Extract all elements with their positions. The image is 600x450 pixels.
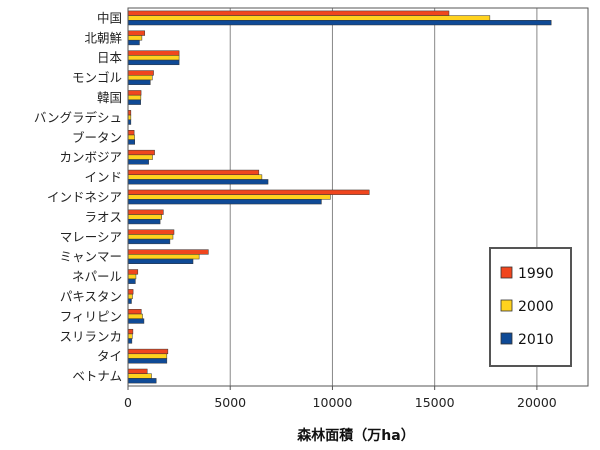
bar-2000 [127,313,143,319]
category-label: スリランカ [59,329,122,344]
bar-2010 [127,218,161,225]
bar-2000 [127,75,153,81]
bar-2010 [127,199,322,205]
category-label: ラオス [84,209,122,224]
bar-2000 [127,293,133,300]
category-label: カンボジア [59,150,122,165]
bar-2010 [127,39,140,46]
bar-1990 [127,368,148,374]
legend-label-2010: 2010 [518,332,554,348]
bars [127,10,552,384]
bar-2000 [127,234,174,240]
bar-1990 [127,269,139,275]
bar-2010 [127,79,151,85]
bar-1990 [127,209,164,215]
bar-2000 [127,134,135,140]
category-label: 中国 [97,10,122,25]
category-label: ネパール [72,269,122,284]
legend-swatch-2000 [500,299,513,312]
category-label: ミャンマー [59,249,122,264]
x-tick-label: 10000 [313,395,353,410]
bar-2000 [127,353,168,359]
legend-label-2000: 2000 [518,299,554,315]
bar-1990 [127,30,146,36]
bar-1990 [127,309,142,315]
bar-1990 [127,169,260,176]
bar-2010 [127,238,171,245]
bar-1990 [127,348,169,355]
bar-2010 [127,378,157,384]
category-label: パキスタン [60,289,122,304]
category-label: モンゴル [72,70,122,85]
bar-2010 [127,338,133,344]
bar-2010 [127,159,149,165]
category-label: 北朝鮮 [84,30,122,45]
category-labels: 中国北朝鮮日本モンゴル韓国バングラデシュブータンカンボジアインドインドネシアラオ… [34,10,123,383]
legend: 1990 2000 2010 [489,247,572,367]
bar-1990 [127,149,155,156]
bar-1990 [127,130,135,136]
legend-label-1990: 1990 [518,266,554,282]
x-tick-label: 15000 [415,395,455,410]
bar-2000 [127,35,143,41]
bar-1990 [127,50,180,56]
x-tick-label: 0 [124,395,132,410]
bar-1990 [127,189,370,195]
bar-2010 [127,139,135,145]
bar-1990 [127,229,175,235]
bar-2000 [127,154,153,160]
category-label: マレーシア [60,229,122,244]
bar-2010 [127,20,552,26]
legend-swatch-1990 [500,266,513,279]
x-axis-title: 森林面積（万ha） [297,427,414,444]
category-label: タイ [97,349,122,364]
bar-2010 [127,318,145,324]
bar-2000 [127,174,263,180]
bar-1990 [127,70,154,76]
category-label: インド [84,170,122,185]
category-label: ベトナム [72,369,122,384]
x-tick-label: 20000 [517,395,557,410]
bar-2010 [127,179,269,185]
bar-2010 [127,99,141,105]
category-label: インドネシア [47,190,122,205]
legend-swatch-2010 [500,332,513,345]
bar-2000 [127,254,200,260]
bar-2010 [127,298,132,304]
bar-2000 [127,15,491,21]
plot-area-frame [127,7,589,387]
bar-2000 [127,55,180,61]
bar-2000 [127,214,162,220]
category-label: 韓国 [97,90,122,105]
bar-2000 [127,194,331,200]
bar-1990 [127,90,142,96]
bar-1990 [127,289,134,295]
bar-2010 [127,258,194,264]
bar-2010 [127,358,168,364]
bar-2000 [127,273,137,280]
bar-2010 [127,59,180,66]
category-label: バングラデシュ [34,110,122,125]
category-label: フィリピン [60,309,122,324]
category-label: 日本 [97,50,123,65]
bar-2000 [127,373,152,379]
bar-1990 [127,10,450,16]
bar-2000 [127,333,133,339]
x-tick-label: 5000 [214,395,246,410]
category-label: ブータン [72,130,122,145]
bar-1990 [127,249,209,255]
x-axis-ticks: 0 5000 10000 15000 20000 [124,386,557,410]
bar-1990 [127,328,134,335]
bar-2000 [127,94,142,101]
bar-2010 [127,278,136,284]
